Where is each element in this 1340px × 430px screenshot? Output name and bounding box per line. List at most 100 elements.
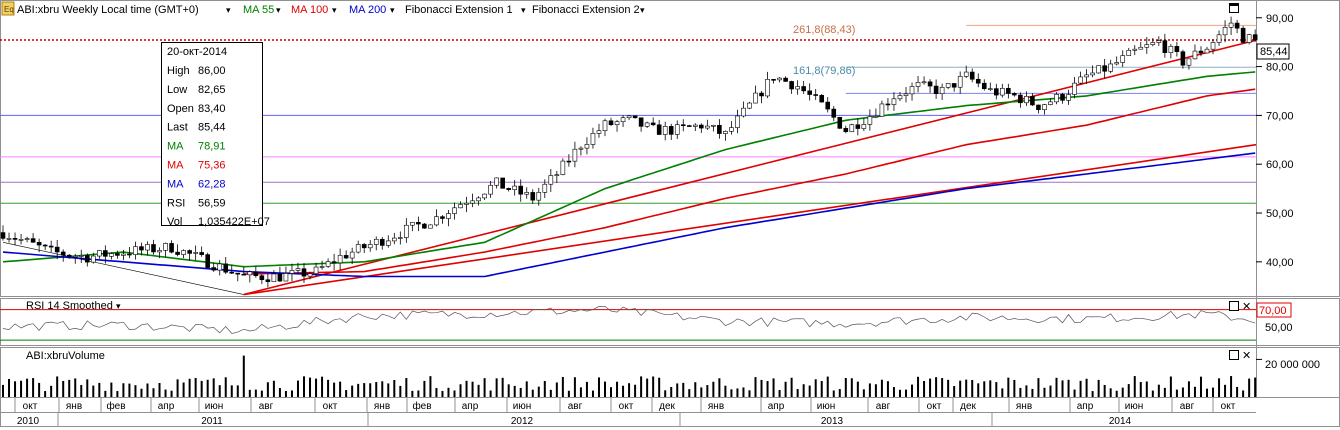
volume-bar (74, 378, 77, 397)
fib1-label[interactable]: Fibonacci Extension 1 (405, 4, 513, 16)
volume-bar (1248, 378, 1251, 397)
candle-body (909, 86, 915, 95)
volume-bar (646, 378, 649, 397)
tooltip-row-label: RSI (167, 197, 185, 209)
fib2-dropdown-icon[interactable]: ▾ (640, 5, 645, 15)
tooltip-row-value: 78,91 (198, 141, 226, 153)
month-tick-label: янв (66, 401, 82, 412)
ma200-label[interactable]: MA 200 (349, 4, 386, 16)
volume-bar (796, 389, 799, 397)
candle-body (1018, 94, 1023, 104)
candle-body (1084, 74, 1089, 78)
volume-bar (224, 377, 227, 397)
volume-bar (941, 378, 944, 397)
volume-bar (579, 387, 582, 397)
rsi-dropdown-icon[interactable]: ▾ (116, 301, 121, 311)
candle-body (975, 78, 981, 84)
ma100-dropdown-icon[interactable]: ▾ (332, 5, 337, 15)
tooltip-row-label: Vol (167, 216, 182, 228)
candle-body (855, 124, 861, 129)
candle-body (211, 267, 216, 271)
month-tick-label: окт (927, 401, 942, 412)
candle-body (1120, 55, 1126, 63)
volume-bar (1236, 386, 1239, 397)
candle-body (1048, 101, 1053, 105)
price-tick-label: 50,00 (1266, 208, 1294, 220)
candle-body (361, 244, 367, 249)
volume-bar (682, 382, 685, 397)
volume-bar (375, 382, 378, 397)
volume-bar (8, 379, 11, 397)
candle-body (97, 250, 102, 257)
volume-bar (652, 376, 655, 397)
volume-bar (381, 381, 384, 397)
candle-body (247, 271, 253, 276)
candle-body (969, 71, 975, 80)
ma55-dropdown-icon[interactable]: ▾ (276, 5, 281, 15)
ma100-label[interactable]: MA 100 (291, 4, 328, 16)
candle-body (223, 263, 229, 273)
volume-bar (68, 379, 71, 397)
candle-body (163, 243, 168, 251)
candle-body (644, 122, 650, 127)
price-panel-restore-button[interactable] (1229, 3, 1239, 13)
symbol-icon[interactable] (1, 1, 15, 16)
volume-bar (814, 379, 817, 397)
volume-restore-button[interactable] (1229, 350, 1239, 360)
rsi-line (2, 306, 1256, 334)
tooltip-row-label: MA (167, 178, 184, 190)
candle-body (1210, 42, 1216, 50)
fib1-dropdown-icon[interactable]: ▾ (521, 5, 526, 15)
candle-body (825, 101, 831, 110)
volume-bar (718, 378, 721, 397)
rsi-title[interactable]: RSI 14 Smoothed (26, 300, 113, 312)
candle-body (48, 245, 54, 248)
ma55-label[interactable]: MA 55 (243, 4, 274, 16)
volume-bar (182, 382, 185, 397)
fib2-label[interactable]: Fibonacci Extension 2 (532, 4, 640, 16)
rsi-restore-button[interactable] (1229, 301, 1239, 311)
volume-bar (634, 384, 637, 397)
candle-body (873, 115, 879, 118)
volume-bar (549, 389, 552, 397)
volume-bar (86, 379, 89, 397)
volume-bar (694, 382, 697, 397)
ma200-dropdown-icon[interactable]: ▾ (390, 5, 395, 15)
volume-bar (206, 379, 209, 397)
candle-body (891, 98, 897, 105)
volume-bar (561, 376, 564, 397)
volume-bar (923, 380, 926, 397)
candle-body (30, 238, 36, 243)
tooltip-row-label: Low (167, 84, 187, 96)
rsi-close-icon[interactable]: ✕ (1242, 301, 1251, 313)
candle-body (428, 224, 433, 229)
volume-bar (543, 380, 546, 397)
candle-body (735, 115, 740, 128)
candle-body (115, 253, 120, 256)
candle-body (349, 251, 355, 259)
candle-body (36, 242, 42, 246)
volume-bar (1097, 379, 1100, 397)
candle-body (680, 124, 686, 127)
symbol-label[interactable]: ABI:xbru Weekly Local time (GMT+0) (17, 4, 199, 16)
tooltip-row-label: MA (167, 160, 184, 172)
tooltip-row-value: 83,40 (198, 103, 226, 115)
volume-bar (290, 390, 293, 397)
candle-body (229, 271, 235, 274)
volume-bar (152, 388, 155, 397)
volume-bar (676, 383, 679, 397)
candle-body (506, 188, 511, 190)
candle-body (518, 185, 524, 195)
volume-bar (808, 385, 811, 397)
volume-bar (880, 379, 883, 397)
symbol-dropdown-icon[interactable]: ▾ (226, 5, 231, 15)
volume-bar (459, 384, 462, 397)
volume-bar (1127, 384, 1130, 397)
volume-bar (706, 385, 709, 397)
candle-body (482, 193, 487, 199)
volume-bar (1193, 386, 1196, 397)
volume-bar (953, 386, 956, 397)
month-tick-label: авг (259, 401, 274, 412)
volume-close-icon[interactable]: ✕ (1242, 350, 1251, 362)
candle-body (963, 71, 969, 77)
